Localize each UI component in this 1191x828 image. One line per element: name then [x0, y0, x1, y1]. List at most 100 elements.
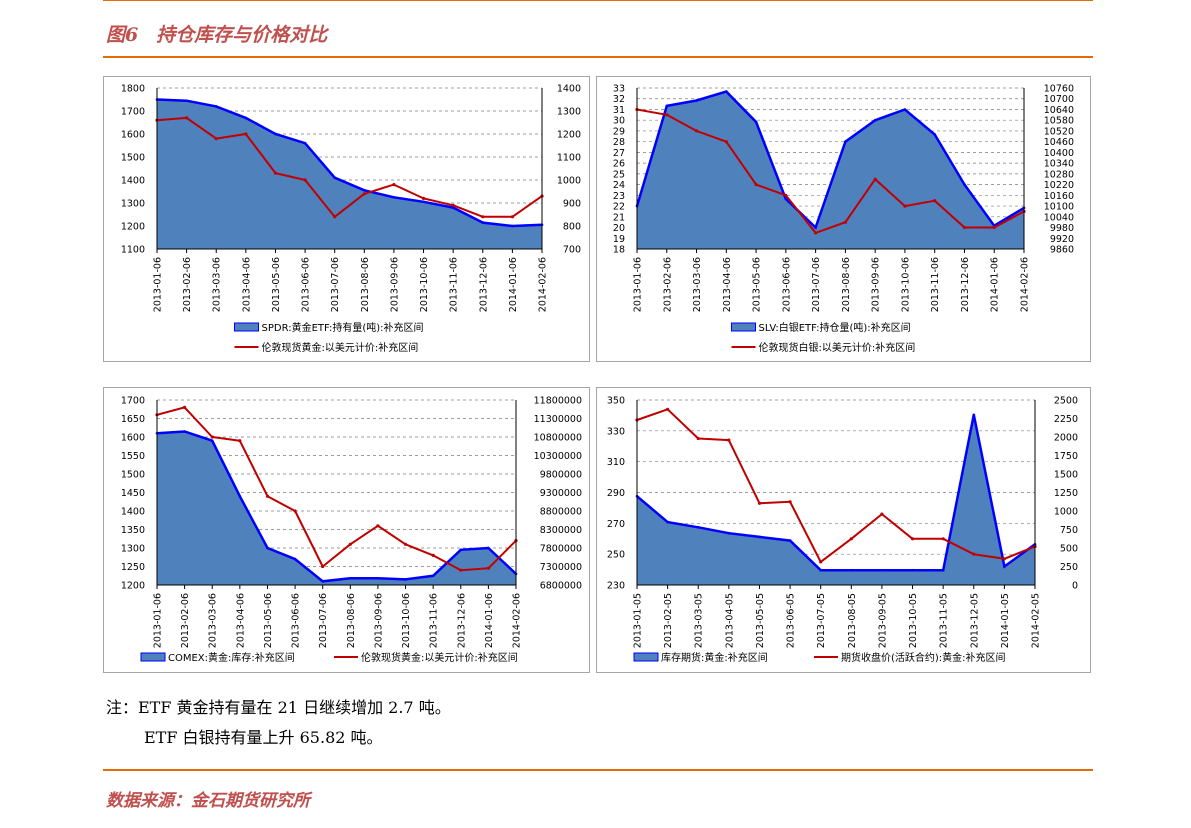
right-tick-label: 9860 — [1050, 245, 1074, 256]
x-tick-label: 2013-04-06 — [241, 257, 252, 312]
note-line-1: 注：ETF 黄金持有量在 21 日继续增加 2.7 吨。 — [106, 698, 451, 717]
area-point — [963, 183, 966, 186]
area-series-edge — [156, 430, 517, 583]
figure-number: 图6 — [106, 24, 139, 46]
legend-line-label: 伦敦现货黄金:以美元计价:补充区间 — [361, 651, 518, 664]
area-series-edge — [636, 414, 1036, 572]
right-tick-label: 11800000 — [534, 396, 582, 407]
x-tick-label: 2013-02-06 — [180, 593, 191, 648]
left-tick-label: 350 — [607, 396, 625, 407]
line-point — [727, 438, 731, 442]
line-point — [392, 183, 396, 187]
right-tick-label: 1300 — [557, 107, 581, 118]
left-tick-label: 27 — [613, 148, 625, 159]
x-tick-label: 2013-08-06 — [346, 593, 357, 648]
x-tick-label: 2013-11-06 — [449, 257, 460, 312]
right-tick-label: 10160 — [1044, 191, 1074, 202]
line-series — [636, 408, 1036, 563]
right-tick-label: 1000 — [1054, 507, 1078, 518]
area-point — [727, 531, 731, 535]
left-tick-label: 1200 — [121, 581, 145, 592]
x-tick-label: 2013-05-06 — [271, 257, 282, 312]
line-point — [348, 542, 352, 546]
left-tick-label: 28 — [613, 137, 625, 148]
x-tick-label: 2013-12-06 — [960, 257, 971, 312]
area-point — [459, 548, 463, 552]
x-tick-label: 2013-07-06 — [330, 257, 341, 312]
area-point — [814, 226, 817, 229]
right-tick-label: 1200 — [557, 130, 581, 141]
area-point — [244, 116, 248, 120]
right-tick-label: 10040 — [1044, 212, 1074, 223]
right-tick-label: 2500 — [1054, 396, 1078, 407]
x-tick-label: 2013-08-06 — [360, 257, 371, 312]
area-series — [637, 414, 1035, 585]
area-point — [873, 118, 877, 122]
area-point — [784, 197, 788, 201]
left-tick-label: 19 — [613, 234, 625, 245]
x-tick-label: 2014-02-06 — [1020, 257, 1031, 312]
area-point — [941, 568, 945, 572]
right-tick-label: 10640 — [1044, 105, 1074, 116]
legend-area-label: SPDR:黄金ETF:持有量(吨):补充区间 — [262, 321, 424, 334]
legend-area-swatch — [140, 652, 166, 662]
left-tick-label: 1300 — [121, 199, 145, 210]
right-tick-label: 10760 — [1044, 84, 1074, 95]
x-tick-label: 2013-07-06 — [318, 593, 329, 648]
x-tick-label: 2013-01-05 — [633, 593, 644, 648]
x-tick-label: 2013-03-06 — [212, 257, 223, 312]
left-tick-label: 1550 — [121, 451, 145, 462]
line-point — [431, 553, 435, 557]
line-point — [1002, 557, 1006, 561]
line-series — [156, 406, 517, 572]
right-tick-label: 9920 — [1050, 234, 1074, 245]
right-tick-label: 1750 — [1054, 451, 1078, 462]
x-tick-label: 2013-11-06 — [930, 257, 941, 312]
right-tick-label: 7300000 — [540, 562, 582, 573]
area-series-edge — [635, 90, 1025, 230]
x-tick-label: 2013-03-05 — [694, 593, 705, 648]
line-point — [814, 231, 818, 235]
line-point — [843, 220, 847, 224]
right-tick-label: 900 — [563, 199, 581, 210]
area-point — [214, 105, 218, 108]
right-tick-label: 10280 — [1044, 169, 1074, 180]
line-point — [376, 524, 380, 528]
x-tick-label: 2013-09-06 — [373, 593, 384, 648]
left-tick-label: 1100 — [121, 245, 145, 256]
line-point — [451, 203, 455, 207]
x-tick-label: 2013-10-06 — [401, 593, 412, 648]
right-tick-label: 10340 — [1044, 159, 1074, 170]
top-border-rule — [103, 0, 1093, 1]
left-tick-label: 1250 — [121, 562, 145, 573]
line-point — [819, 560, 823, 564]
area-point — [665, 104, 669, 108]
right-tick-label: 500 — [1060, 544, 1078, 555]
area-point — [1003, 565, 1006, 568]
x-tick-label: 2013-05-06 — [752, 257, 763, 312]
chart-futures-gold: 230 250 270 290 310 330 350 0 250 500 750 1000 1250 1… — [596, 387, 1091, 673]
chart-canvas: 1200 1250 1300 1350 1400 1450 1500 1550 1600 1650… — [121, 396, 582, 665]
line-point — [724, 140, 728, 144]
area-point — [363, 189, 366, 192]
x-tick-label: 2013-10-06 — [900, 257, 911, 312]
left-tick-label: 20 — [613, 223, 625, 234]
line-point — [403, 542, 408, 546]
line-point — [421, 196, 426, 200]
x-tick-label: 2013-10-06 — [419, 257, 430, 312]
area-point — [185, 99, 188, 102]
left-tick-label: 26 — [613, 159, 625, 170]
area-point — [392, 196, 396, 199]
area-point — [880, 568, 884, 572]
area-point — [404, 578, 407, 581]
x-tick-label: 2013-05-05 — [755, 593, 766, 648]
area-point — [725, 90, 728, 93]
line-point — [265, 494, 270, 498]
left-tick-label: 290 — [607, 488, 625, 499]
line-point — [962, 225, 967, 230]
area-point — [666, 520, 669, 524]
area-point — [333, 176, 336, 179]
line-point — [183, 405, 187, 409]
left-tick-label: 25 — [613, 169, 625, 180]
